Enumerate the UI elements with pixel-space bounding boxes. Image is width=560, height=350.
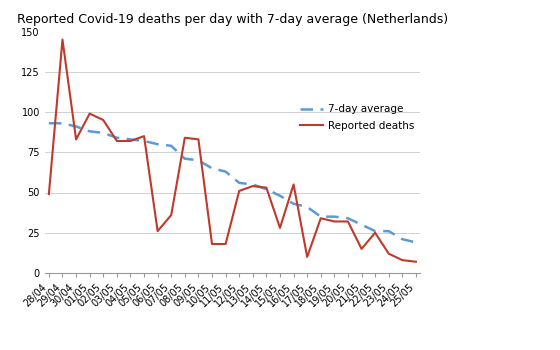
7-day average [154, 142, 161, 146]
Reported deaths [100, 118, 106, 122]
7-day average [358, 223, 365, 227]
Reported deaths [236, 189, 242, 193]
Line: Reported deaths: Reported deaths [49, 40, 416, 262]
Reported deaths [399, 258, 405, 262]
Reported deaths [154, 229, 161, 233]
Reported deaths [127, 139, 134, 143]
Reported deaths [209, 242, 216, 246]
Reported deaths [318, 216, 324, 221]
7-day average [277, 194, 283, 198]
Legend: 7-day average, Reported deaths: 7-day average, Reported deaths [300, 104, 415, 131]
Reported deaths [290, 182, 297, 187]
7-day average [181, 156, 188, 161]
7-day average [100, 131, 106, 135]
7-day average [45, 121, 52, 125]
Reported deaths [73, 137, 80, 141]
7-day average [290, 202, 297, 206]
7-day average [385, 229, 392, 233]
7-day average [73, 124, 80, 128]
Title: Reported Covid-19 deaths per day with 7-day average (Netherlands): Reported Covid-19 deaths per day with 7-… [17, 13, 448, 26]
7-day average [114, 136, 120, 140]
Reported deaths [304, 255, 311, 259]
Reported deaths [181, 136, 188, 140]
Reported deaths [141, 134, 147, 138]
Reported deaths [195, 137, 202, 141]
7-day average [86, 129, 93, 133]
Reported deaths [344, 219, 351, 224]
Reported deaths [385, 252, 392, 256]
7-day average [168, 144, 175, 148]
7-day average [249, 182, 256, 187]
Reported deaths [358, 247, 365, 251]
7-day average [372, 229, 379, 233]
7-day average [222, 169, 229, 174]
Reported deaths [222, 242, 229, 246]
7-day average [59, 121, 66, 125]
7-day average [127, 137, 134, 141]
Reported deaths [249, 184, 256, 188]
7-day average [195, 158, 202, 162]
Line: 7-day average: 7-day average [49, 123, 416, 243]
7-day average [413, 240, 419, 245]
7-day average [304, 205, 311, 209]
Reported deaths [45, 192, 52, 196]
7-day average [399, 237, 405, 241]
7-day average [209, 166, 216, 170]
Reported deaths [372, 231, 379, 235]
7-day average [141, 139, 147, 143]
Reported deaths [263, 186, 270, 190]
Reported deaths [59, 37, 66, 42]
Reported deaths [114, 139, 120, 143]
Reported deaths [413, 260, 419, 264]
Reported deaths [86, 112, 93, 116]
Reported deaths [168, 213, 175, 217]
7-day average [344, 216, 351, 221]
7-day average [318, 215, 324, 219]
Reported deaths [331, 219, 338, 224]
Reported deaths [277, 226, 283, 230]
7-day average [236, 181, 242, 185]
7-day average [263, 187, 270, 191]
7-day average [331, 215, 338, 219]
